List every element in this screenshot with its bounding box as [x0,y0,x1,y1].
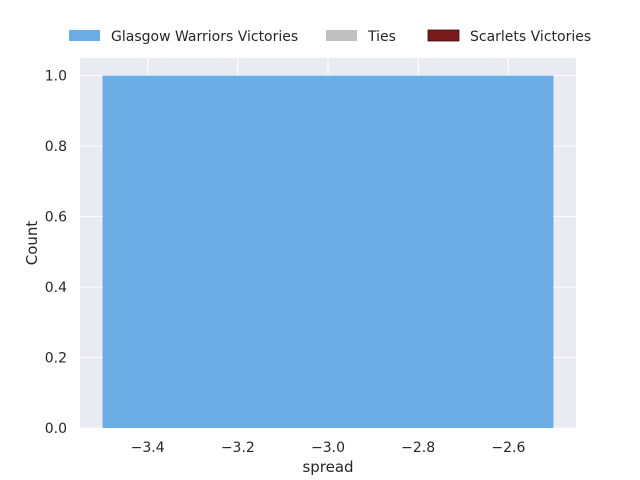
legend-entry-1: Ties [326,29,396,45]
y-axis-label: Count [23,221,41,266]
x-tick-label-4: −2.6 [491,440,525,456]
y-tick-label-3: 0.6 [45,210,67,226]
legend-swatch-0 [69,30,100,41]
legend-entry-2: Scarlets Victories [427,29,591,45]
x-tick-label-0: −3.4 [131,440,165,456]
y-tick-label-4: 0.8 [45,139,67,155]
legend-label-2: Scarlets Victories [470,29,591,45]
legend-swatch-1 [326,30,357,41]
y-tick-labels: 0.0 0.2 0.4 0.6 0.8 1.0 [45,69,67,437]
y-tick-label-1: 0.2 [45,351,67,367]
y-tick-label-0: 0.0 [45,421,67,437]
legend-entry-0: Glasgow Warriors Victories [69,29,298,45]
legend-label-0: Glasgow Warriors Victories [111,29,298,45]
x-tick-label-2: −3.0 [311,440,345,456]
y-tick-label-2: 0.4 [45,280,67,296]
x-axis-label: spread [302,458,353,476]
bars [102,75,554,428]
bar-series-0-bin-0 [102,75,554,428]
x-tick-labels: −3.4 −3.2 −3.0 −2.8 −2.6 [131,440,526,456]
legend-swatch-2 [427,29,460,42]
legend-label-1: Ties [367,29,396,45]
x-tick-label-1: −3.2 [221,440,255,456]
legend: Glasgow Warriors Victories Ties Scarlets V… [69,29,591,45]
x-tick-label-3: −2.8 [401,440,435,456]
y-tick-label-5: 1.0 [45,69,67,85]
